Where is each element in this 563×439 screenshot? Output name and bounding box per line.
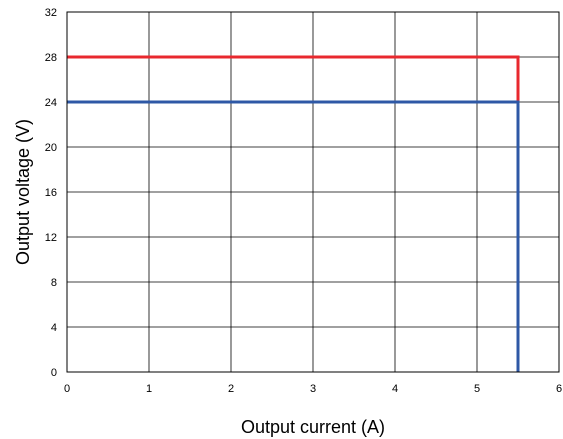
x-tick-label: 1 xyxy=(146,383,152,395)
y-tick-label: 32 xyxy=(45,7,57,19)
grid xyxy=(66,11,560,373)
y-tick-label: 28 xyxy=(45,52,57,64)
y-tick-label: 24 xyxy=(45,97,57,109)
x-tick-label: 4 xyxy=(392,383,398,395)
series-line-2 xyxy=(67,100,520,372)
y-tick-label: 8 xyxy=(51,277,57,289)
x-tick-label: 0 xyxy=(64,383,70,395)
series-layer xyxy=(67,55,520,372)
x-tick-label: 2 xyxy=(228,383,234,395)
y-axis-label: Output voltage (V) xyxy=(13,119,33,265)
x-tick-label: 3 xyxy=(310,383,316,395)
plot-frame xyxy=(66,11,560,373)
x-tick-labels: 0 1 2 3 4 5 6 xyxy=(64,383,562,395)
series-line-1 xyxy=(67,55,520,102)
y-tick-label: 0 xyxy=(51,367,57,379)
y-tick-label: 20 xyxy=(45,142,57,154)
y-tick-label: 4 xyxy=(51,322,57,334)
y-tick-label: 16 xyxy=(45,187,57,199)
x-tick-label: 5 xyxy=(474,383,480,395)
x-tick-label: 6 xyxy=(556,383,562,395)
x-axis-label: Output current (A) xyxy=(241,417,385,437)
y-tick-labels: 0 4 8 12 16 20 24 28 32 xyxy=(45,7,57,379)
y-tick-label: 12 xyxy=(45,232,57,244)
